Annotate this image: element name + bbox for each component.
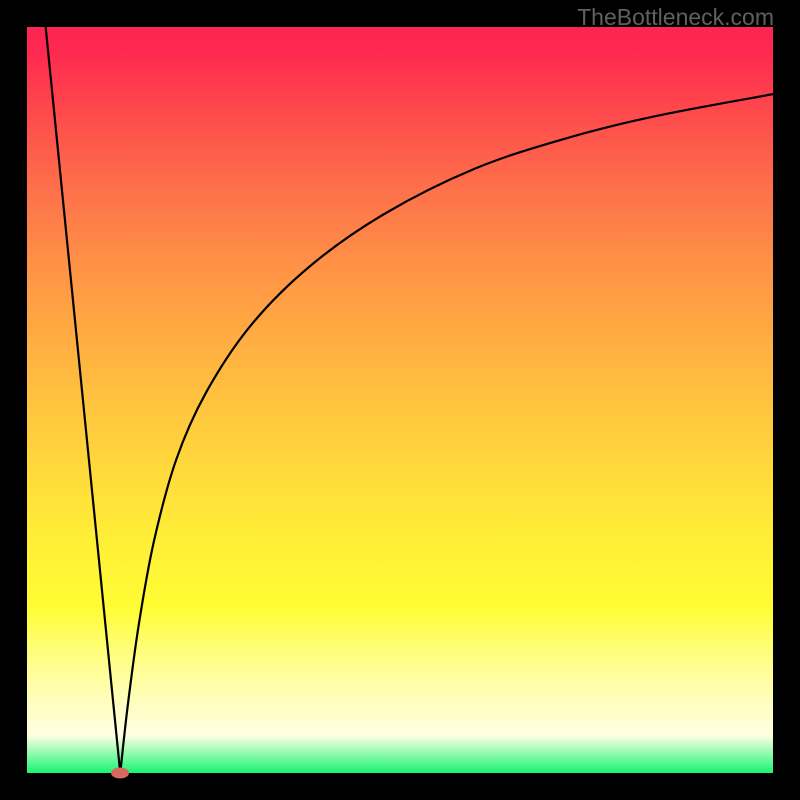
chart-container: TheBottleneck.com (0, 0, 800, 800)
watermark-text: TheBottleneck.com (577, 4, 774, 31)
left-branch-curve (46, 27, 121, 773)
vertex-marker (111, 768, 129, 779)
plot-area (27, 27, 773, 773)
curve-layer (27, 27, 773, 773)
right-branch-curve (120, 94, 773, 773)
